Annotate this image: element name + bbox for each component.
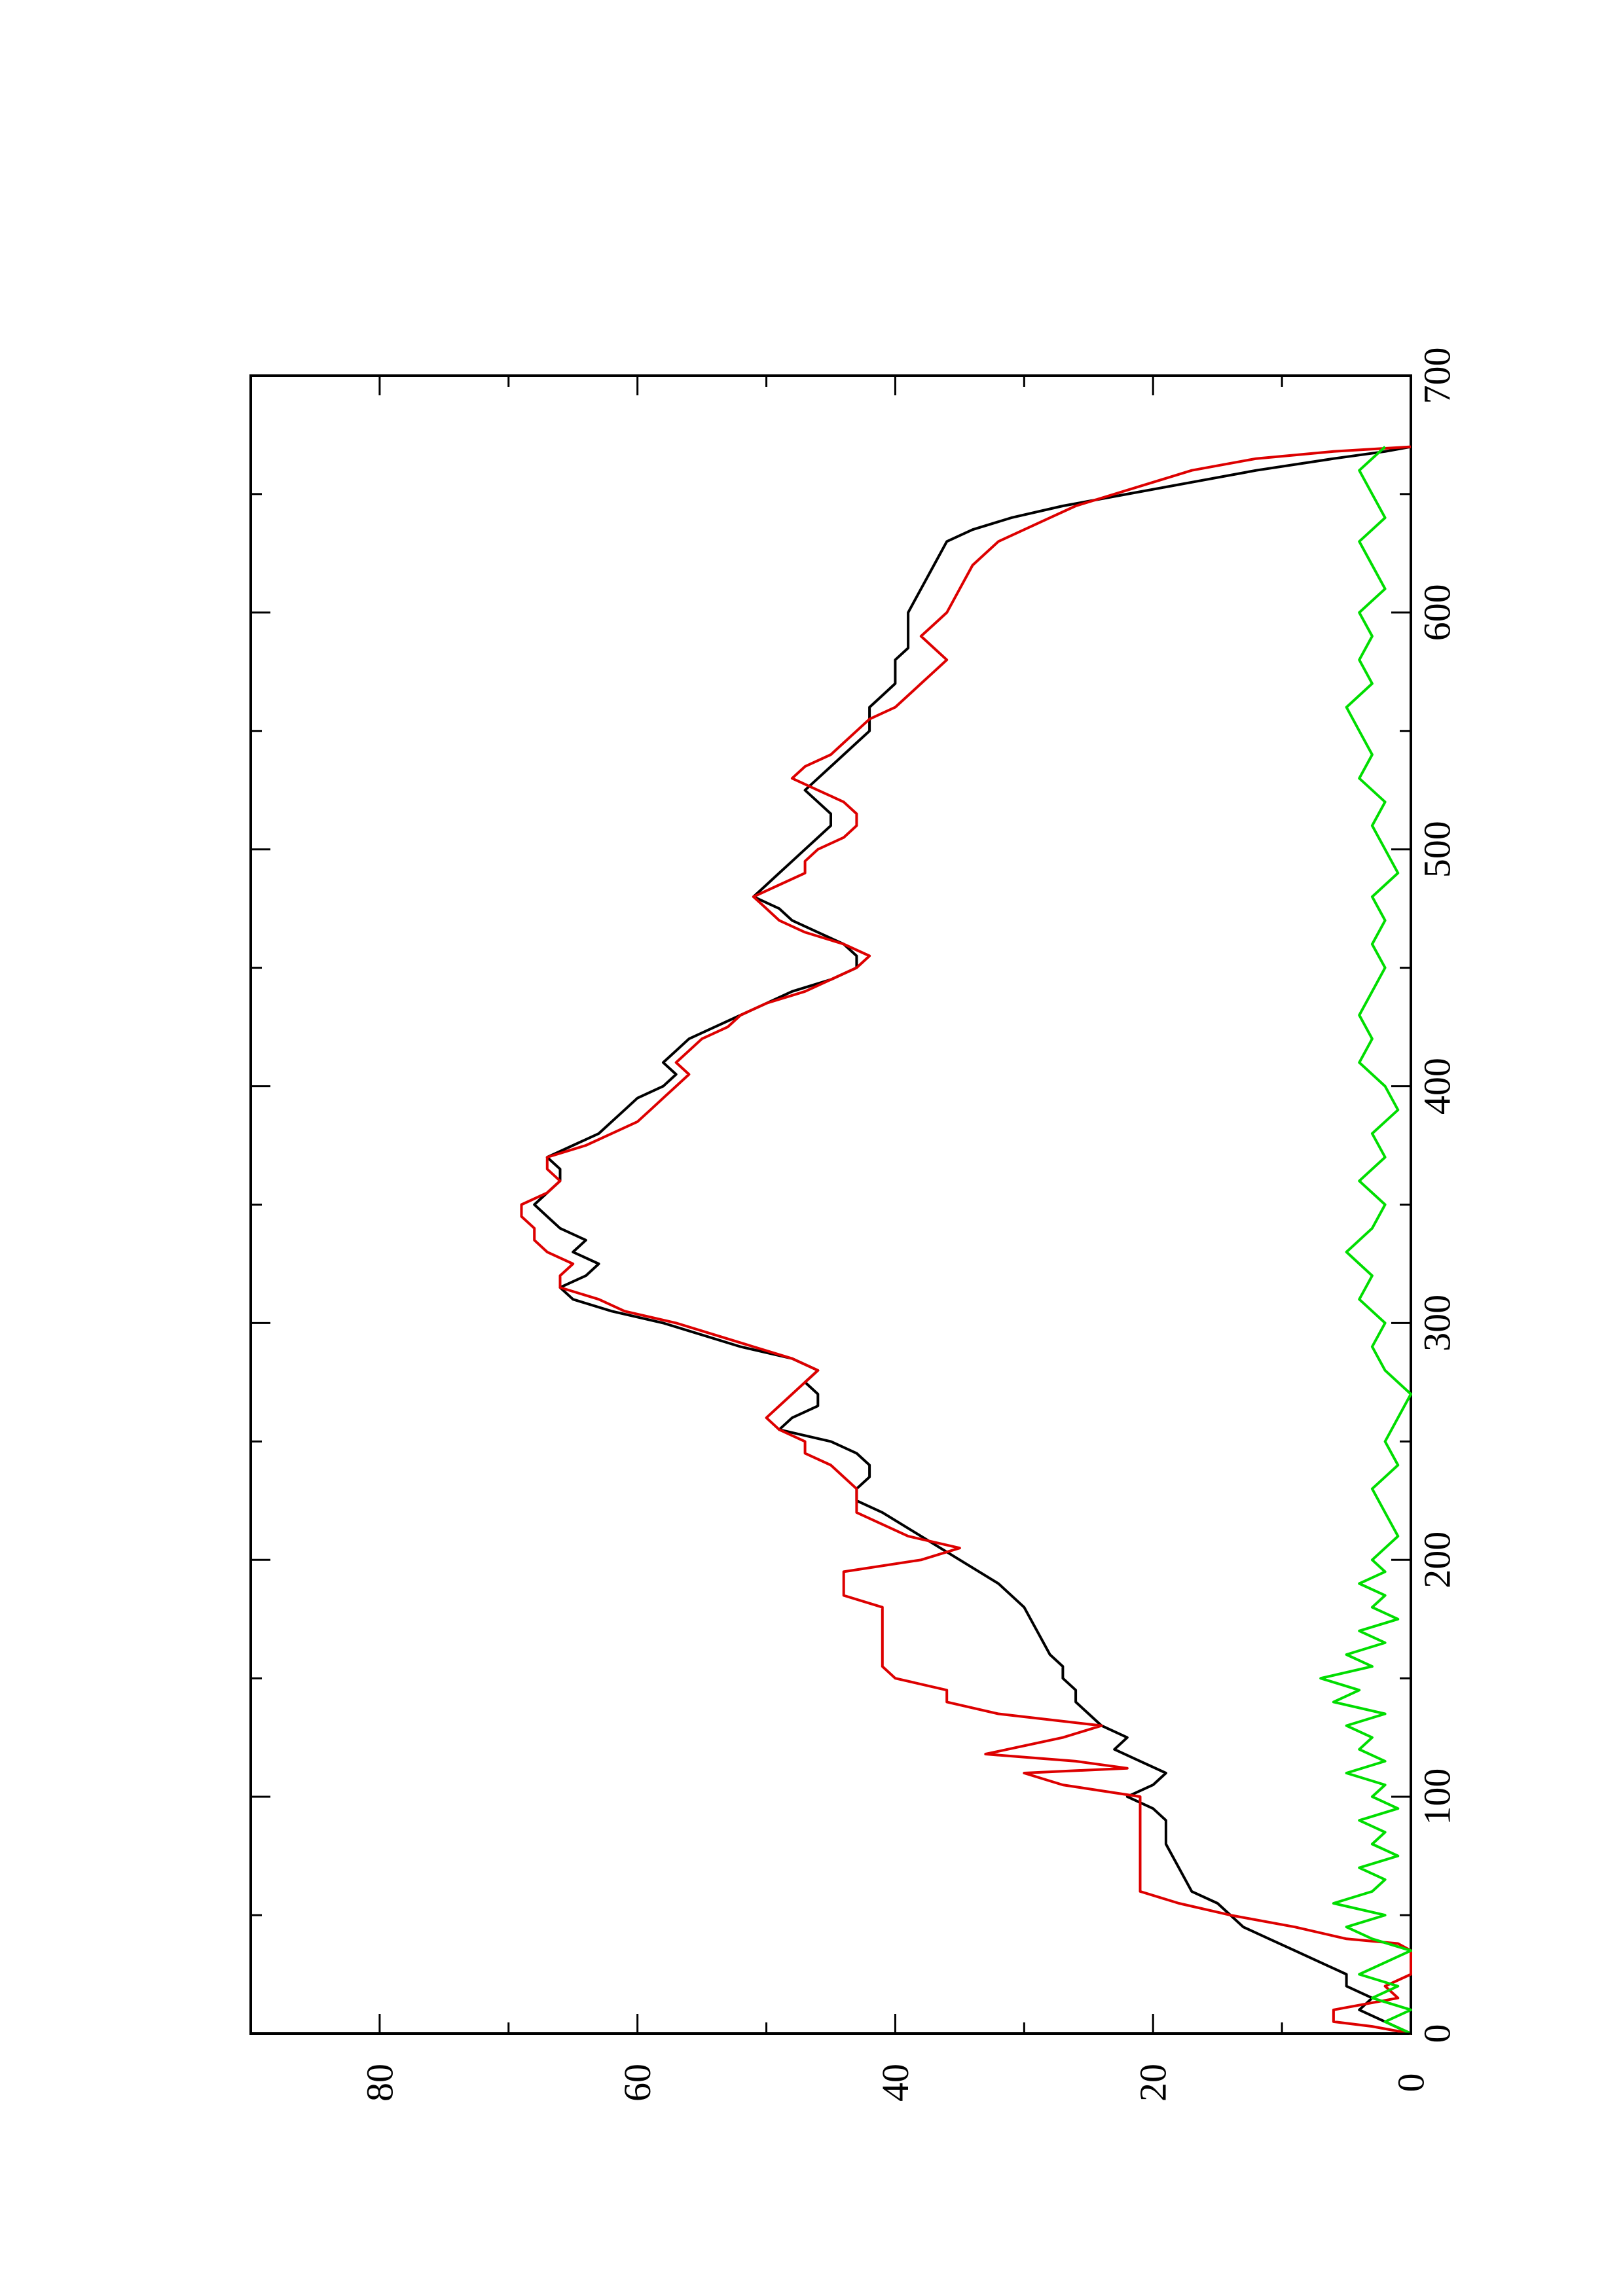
x-tick-label-200: 200 (1416, 1532, 1459, 1588)
y-tick-label-20: 20 (1132, 2064, 1175, 2102)
plot-frame (249, 374, 1412, 2035)
series-line-1 (533, 445, 1412, 2035)
x-tick-label-100: 100 (1416, 1768, 1459, 1825)
y-tick-label-80: 80 (358, 2064, 401, 2102)
x-tick-label-300: 300 (1416, 1295, 1459, 1352)
series-line-2 (520, 445, 1412, 2035)
tick-label-layer: 0 100 200 300 400 500 600 700 0 20 40 60 80 (358, 348, 1458, 2102)
tick-layer (251, 374, 1412, 2035)
x-tick-label-700: 700 (1416, 348, 1459, 404)
x-tick-label-600: 600 (1416, 584, 1459, 641)
x-tick-label-500: 500 (1416, 821, 1459, 878)
series-layer (520, 445, 1412, 2035)
plot-frame-layer (249, 374, 1412, 2035)
y-tick-label-0: 0 (1390, 2073, 1432, 2092)
x-tick-label-0: 0 (1416, 2024, 1459, 2043)
y-tick-label-40: 40 (874, 2064, 917, 2102)
series-line-3 (1319, 446, 1412, 2035)
x-tick-label-400: 400 (1416, 1058, 1459, 1115)
y-tick-label-60: 60 (616, 2064, 659, 2102)
